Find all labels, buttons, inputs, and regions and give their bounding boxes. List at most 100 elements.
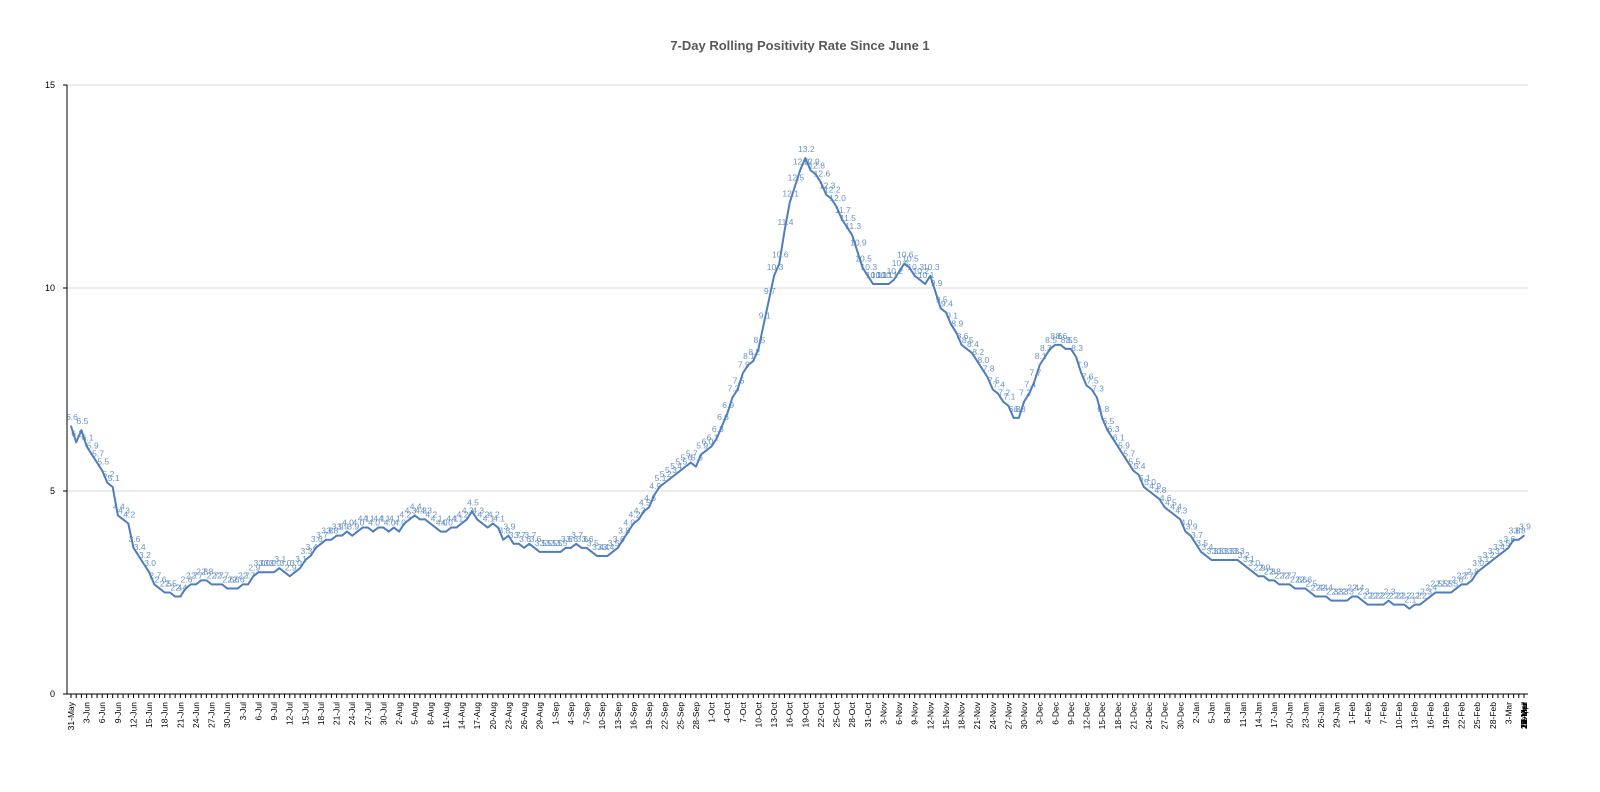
data-label: 3.6 <box>129 534 141 544</box>
data-label: 3.1 <box>295 554 307 564</box>
data-label: 2.3 <box>1384 587 1396 597</box>
x-tick-label: 15-Dec <box>1097 701 1107 729</box>
data-label: 12.6 <box>814 168 831 178</box>
data-point <box>1330 599 1333 602</box>
data-label: 3.7 <box>524 530 536 540</box>
data-point <box>1502 551 1504 553</box>
x-tick-label: 24-Jun <box>191 702 201 728</box>
data-label: 9.5 <box>936 294 948 304</box>
data-label: 12.8 <box>808 160 825 170</box>
data-point <box>189 583 192 586</box>
data-label: 3.8 <box>498 526 510 536</box>
data-point <box>710 445 713 448</box>
data-point <box>169 591 171 594</box>
data-point <box>669 478 671 480</box>
data-label: 7.6 <box>1082 371 1094 381</box>
data-point <box>976 360 978 362</box>
data-label: 4.8 <box>1155 485 1167 495</box>
data-point <box>1382 603 1385 606</box>
data-point <box>424 518 426 521</box>
x-tick-label: 3-Mar <box>1503 702 1513 724</box>
data-point <box>1299 587 1301 590</box>
data-label: 2.7 <box>1274 570 1286 580</box>
data-label: 3.8 <box>1509 526 1521 536</box>
data-label: 10.9 <box>850 237 867 247</box>
data-label: 3.0 <box>1472 558 1484 568</box>
x-tick-label: 18-Dec <box>1113 701 1123 729</box>
data-label: 3.6 <box>311 534 323 544</box>
data-label: 2.2 <box>1410 591 1422 601</box>
data-point <box>242 583 244 586</box>
data-label: 3.4 <box>1493 542 1505 552</box>
data-label: 2.6 <box>228 574 240 584</box>
data-label: 5.4 <box>1134 461 1146 471</box>
data-point <box>1137 473 1140 476</box>
data-point <box>1038 364 1041 366</box>
x-tick-label: 19-Sep <box>644 702 654 730</box>
x-tick-label: 23-Aug <box>503 702 513 730</box>
data-point <box>1450 591 1452 594</box>
data-point <box>398 530 400 533</box>
data-point <box>492 522 494 525</box>
data-point <box>643 510 645 513</box>
x-tick-label: 13-Oct <box>769 701 779 727</box>
data-label: 2.5 <box>1436 579 1448 589</box>
data-point <box>1366 603 1369 606</box>
data-label: 10.6 <box>897 250 914 260</box>
x-tick-label: 6-Jul <box>253 702 263 721</box>
data-point <box>1460 583 1463 586</box>
y-tick-label: 0 <box>50 689 55 699</box>
data-label: 7.3 <box>727 384 739 394</box>
data-point <box>960 344 963 346</box>
data-label: 6.8 <box>1097 404 1109 414</box>
x-tick-label: 20-Jan <box>1285 702 1295 728</box>
x-tick-label: 11-Jan <box>1238 702 1248 728</box>
data-point <box>80 429 83 431</box>
data-label: 4.5 <box>467 497 479 507</box>
x-tick-label: 20-Aug <box>488 702 498 730</box>
data-label: 7.4 <box>1024 380 1036 390</box>
data-label: 3.0 <box>280 558 292 568</box>
data-point <box>1408 607 1411 610</box>
data-point <box>617 547 619 549</box>
data-point <box>153 583 156 586</box>
data-point <box>867 275 869 277</box>
x-tick-label: 26-Jan <box>1316 702 1326 728</box>
data-label: 4.0 <box>623 518 635 528</box>
data-label: 2.5 <box>160 579 172 589</box>
data-label: 2.9 <box>285 562 297 572</box>
data-point <box>893 279 895 281</box>
x-axis-ticks: 31-May 3-Jun 6-Jun 9-Jun 12-Jun 15-Jun 18-Jun 2… <box>66 694 1529 730</box>
data-label: 2.7 <box>1462 570 1474 580</box>
data-label: 3.3 <box>1233 546 1245 556</box>
data-point <box>143 563 145 565</box>
data-label: 3.0 <box>259 558 271 568</box>
data-point <box>997 392 999 395</box>
data-label: 8.6 <box>957 331 969 341</box>
data-point <box>814 173 817 176</box>
data-point <box>158 587 161 590</box>
x-tick-label: 17-Jan <box>1269 702 1279 728</box>
data-point <box>575 542 577 545</box>
data-label: 2.9 <box>1259 562 1271 572</box>
data-point <box>679 469 682 472</box>
chart-title: 7-Day Rolling Positivity Rate Since June… <box>670 38 929 53</box>
data-label: 7.8 <box>983 363 995 373</box>
data-point <box>736 388 739 391</box>
x-tick-label: 3-Nov <box>878 701 888 724</box>
data-label: 3.8 <box>618 526 630 536</box>
data-point <box>856 250 859 253</box>
data-label: 3.2 <box>139 550 151 560</box>
data-point <box>137 555 140 557</box>
x-tick-label: 29-Jan <box>1332 702 1342 728</box>
data-label: 3.6 <box>561 534 573 544</box>
data-label: 7.9 <box>738 359 750 369</box>
data-point <box>1189 534 1192 537</box>
data-label: 11.3 <box>845 221 861 231</box>
data-point <box>1132 469 1135 472</box>
data-point <box>288 575 291 578</box>
data-point <box>1262 575 1265 578</box>
data-point <box>830 197 833 200</box>
data-label: 4.9 <box>649 481 661 491</box>
data-label: 3.1 <box>274 554 286 564</box>
